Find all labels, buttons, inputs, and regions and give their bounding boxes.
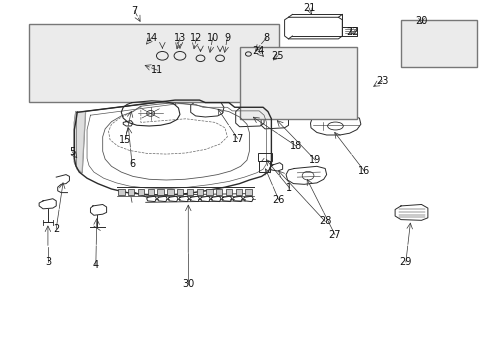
Text: 20: 20	[414, 16, 427, 26]
Bar	[157, 189, 163, 195]
Text: 28: 28	[318, 216, 331, 226]
Bar	[128, 189, 134, 195]
Text: 19: 19	[308, 155, 321, 165]
Text: 10: 10	[206, 33, 219, 43]
Bar	[186, 189, 193, 195]
Text: 13: 13	[173, 33, 186, 43]
Text: 14: 14	[145, 33, 158, 43]
Text: 11: 11	[151, 65, 163, 75]
Bar	[245, 189, 251, 195]
Text: 24: 24	[251, 46, 264, 56]
Polygon shape	[74, 112, 85, 173]
Bar	[29, 24, 278, 102]
Bar	[216, 189, 222, 195]
Text: 27: 27	[328, 230, 341, 240]
Text: 5: 5	[69, 147, 75, 157]
Text: 6: 6	[129, 159, 135, 169]
Text: 23: 23	[375, 76, 388, 86]
Text: 30: 30	[182, 279, 194, 289]
Text: 2: 2	[53, 224, 59, 234]
Bar	[118, 189, 124, 195]
Text: 4: 4	[93, 260, 99, 270]
Bar	[138, 189, 144, 195]
Text: 3: 3	[45, 257, 51, 267]
Bar	[225, 189, 232, 195]
Bar	[239, 47, 356, 119]
Text: 16: 16	[357, 166, 370, 176]
Text: 17: 17	[231, 134, 244, 144]
Text: 7: 7	[131, 6, 137, 16]
Text: 25: 25	[271, 51, 284, 61]
Text: 9: 9	[224, 33, 230, 43]
Text: 18: 18	[289, 141, 302, 151]
Bar	[259, 161, 269, 172]
Bar	[400, 20, 476, 67]
Bar	[206, 189, 212, 195]
Bar	[167, 189, 173, 195]
Bar	[258, 153, 271, 161]
Bar	[147, 189, 154, 195]
Bar	[235, 189, 242, 195]
Bar	[196, 189, 203, 195]
Text: 15: 15	[119, 135, 131, 145]
Text: 8: 8	[263, 33, 269, 43]
Text: 29: 29	[399, 257, 411, 267]
Bar	[177, 189, 183, 195]
Text: 12: 12	[190, 33, 203, 43]
Text: 1: 1	[286, 183, 292, 193]
Text: 21: 21	[302, 3, 315, 13]
Text: 26: 26	[272, 195, 285, 205]
Text: 22: 22	[345, 27, 358, 37]
